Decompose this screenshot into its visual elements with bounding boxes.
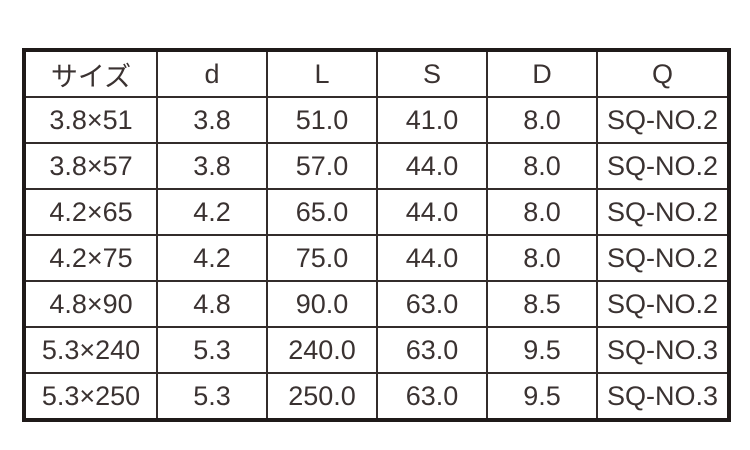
cell-size: 4.2×65: [23, 188, 158, 236]
cell-dd: 8.0: [486, 188, 598, 236]
cell-q: SQ-NO.2: [596, 188, 730, 236]
cell-dd: 8.5: [486, 280, 598, 328]
cell-q: SQ-NO.3: [596, 326, 730, 374]
cell-size: 4.2×75: [23, 234, 158, 282]
cell-d: 5.3: [156, 372, 268, 421]
cell-dd: 8.0: [486, 142, 598, 190]
cell-d: 3.8: [156, 142, 268, 190]
cell-l: 51.0: [266, 96, 378, 144]
cell-dd: 8.0: [486, 234, 598, 282]
header-size: サイズ: [23, 49, 158, 98]
cell-s: 44.0: [376, 234, 488, 282]
header-l: L: [266, 49, 378, 98]
cell-l: 90.0: [266, 280, 378, 328]
cell-l: 65.0: [266, 188, 378, 236]
cell-size: 5.3×240: [23, 326, 158, 374]
table-row: 4.2×65 4.2 65.0 44.0 8.0 SQ-NO.2: [23, 188, 730, 236]
cell-size: 3.8×57: [23, 142, 158, 190]
header-s: S: [376, 49, 488, 98]
cell-l: 250.0: [266, 372, 378, 421]
cell-dd: 9.5: [486, 372, 598, 421]
header-q: Q: [596, 49, 730, 98]
cell-size: 3.8×51: [23, 96, 158, 144]
cell-dd: 8.0: [486, 96, 598, 144]
cell-q: SQ-NO.2: [596, 96, 730, 144]
cell-d: 4.2: [156, 234, 268, 282]
table-row: 4.2×75 4.2 75.0 44.0 8.0 SQ-NO.2: [23, 234, 730, 282]
cell-q: SQ-NO.3: [596, 372, 730, 421]
table-row: 3.8×57 3.8 57.0 44.0 8.0 SQ-NO.2: [23, 142, 730, 190]
header-row: サイズ d L S D Q: [23, 49, 730, 98]
cell-dd: 9.5: [486, 326, 598, 374]
header-d: d: [156, 49, 268, 98]
cell-s: 63.0: [376, 372, 488, 421]
table-row: 5.3×250 5.3 250.0 63.0 9.5 SQ-NO.3: [23, 372, 730, 421]
cell-s: 41.0: [376, 96, 488, 144]
table-row: 3.8×51 3.8 51.0 41.0 8.0 SQ-NO.2: [23, 96, 730, 144]
cell-d: 5.3: [156, 326, 268, 374]
cell-size: 4.8×90: [23, 280, 158, 328]
cell-q: SQ-NO.2: [596, 280, 730, 328]
spec-table: サイズ d L S D Q 3.8×51 3.8 51.0 41.0 8.0 S…: [22, 48, 731, 422]
cell-q: SQ-NO.2: [596, 234, 730, 282]
cell-q: SQ-NO.2: [596, 142, 730, 190]
cell-d: 3.8: [156, 96, 268, 144]
cell-l: 240.0: [266, 326, 378, 374]
table-row: 4.8×90 4.8 90.0 63.0 8.5 SQ-NO.2: [23, 280, 730, 328]
table-row: 5.3×240 5.3 240.0 63.0 9.5 SQ-NO.3: [23, 326, 730, 374]
header-dd: D: [486, 49, 598, 98]
cell-s: 44.0: [376, 142, 488, 190]
cell-d: 4.2: [156, 188, 268, 236]
cell-l: 57.0: [266, 142, 378, 190]
cell-size: 5.3×250: [23, 372, 158, 421]
cell-l: 75.0: [266, 234, 378, 282]
cell-d: 4.8: [156, 280, 268, 328]
cell-s: 44.0: [376, 188, 488, 236]
cell-s: 63.0: [376, 326, 488, 374]
cell-s: 63.0: [376, 280, 488, 328]
